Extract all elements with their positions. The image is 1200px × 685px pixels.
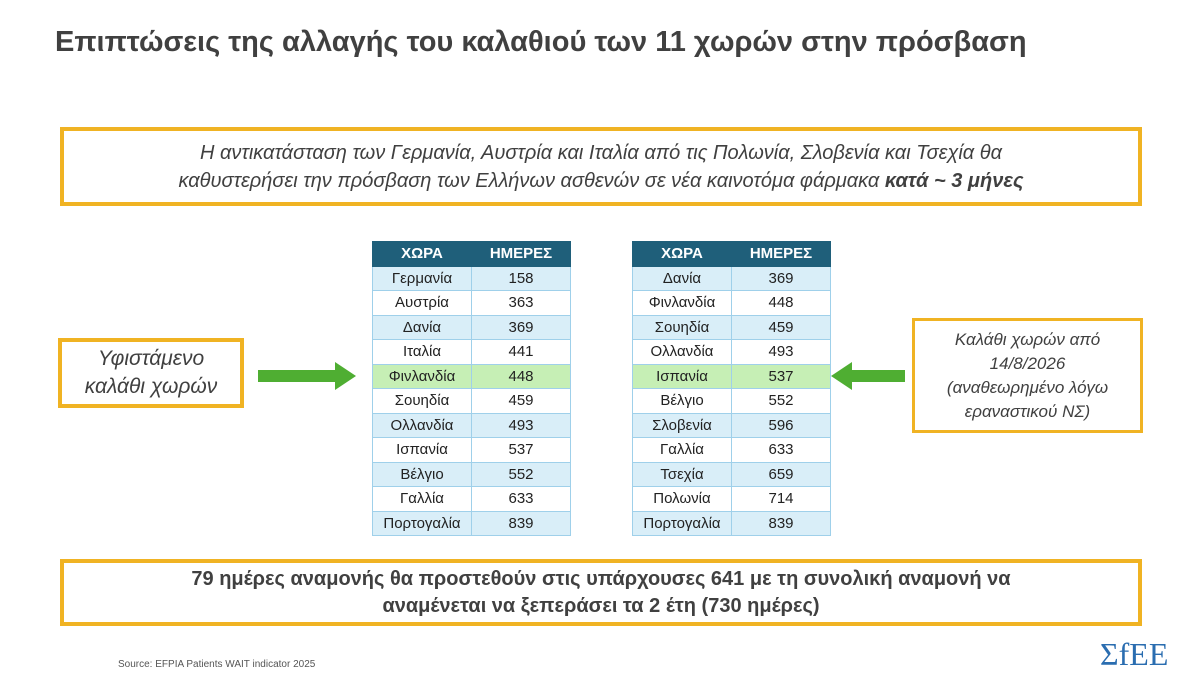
- table: ΧΩΡΑ ΗΜΕΡΕΣ Δανία 369 Φινλανδία 448 Σουηδία 459…: [632, 241, 831, 536]
- arrow: [831, 362, 905, 390]
- bold-text: κατά ~ 3 μήνες: [884, 169, 1024, 192]
- row: Δανία 369: [632, 265, 831, 291]
- text-line: 79 ημέρες αναμονής θα προστεθούν στις υπ…: [191, 567, 1011, 590]
- cell: Φινλανδία: [372, 363, 472, 389]
- cell: Γερμανία: [372, 265, 472, 291]
- cell: Πορτογαλία: [372, 510, 472, 536]
- row: Σλοβενία 596: [632, 412, 831, 438]
- row: Σουηδία 459: [632, 314, 831, 340]
- cell: Δανία: [372, 314, 472, 340]
- cell: 633: [471, 486, 571, 512]
- text: καθυστερήσει την πρόσβαση των Ελλήνων ασ…: [178, 169, 880, 192]
- cell: Σουηδία: [632, 314, 732, 340]
- cell: 552: [731, 388, 831, 414]
- row: Φινλανδία 448: [372, 363, 571, 389]
- cell: Ισπανία: [632, 363, 732, 389]
- cell: Φινλανδία: [632, 290, 732, 316]
- cell: 633: [731, 437, 831, 463]
- cell: 552: [471, 461, 571, 487]
- row: Πολωνία 714: [632, 486, 831, 512]
- text-line: εραναστικού ΝΣ): [964, 401, 1091, 421]
- cell: 448: [471, 363, 571, 389]
- header-cell: ΧΩΡΑ: [372, 241, 472, 267]
- cell: Πορτογαλία: [632, 510, 732, 536]
- cell: Βέλγιο: [372, 461, 472, 487]
- cell: 839: [471, 510, 571, 536]
- row: Ολλανδία 493: [372, 412, 571, 438]
- row: Πορτογαλία 839: [372, 510, 571, 536]
- row: Βέλγιο 552: [372, 461, 571, 487]
- cell: Πολωνία: [632, 486, 732, 512]
- cell: Γαλλία: [372, 486, 472, 512]
- cell: 441: [471, 339, 571, 365]
- table: ΧΩΡΑ ΗΜΕΡΕΣ Γερμανία 158 Αυστρία 363 Δανία 369 Ι…: [372, 241, 571, 536]
- left-label: Υφιστάμενο καλάθι χωρών: [58, 338, 244, 408]
- cell: 493: [471, 412, 571, 438]
- row: Σουηδία 459: [372, 388, 571, 414]
- cell: Ολλανδία: [372, 412, 472, 438]
- cell: Σλοβενία: [632, 412, 732, 438]
- header-cell: ΗΜΕΡΕΣ: [731, 241, 831, 267]
- right-label: Καλάθι χωρών από 14/8/2026 (αναθεωρημένο…: [912, 318, 1143, 433]
- header-row: ΧΩΡΑ ΗΜΕΡΕΣ: [372, 241, 571, 267]
- cell: Αυστρία: [372, 290, 472, 316]
- source: Source: EFPIA Patients WAIT indicator 20…: [118, 659, 316, 670]
- cell: 714: [731, 486, 831, 512]
- text-line: Καλάθι χωρών από: [954, 329, 1101, 349]
- text-line: καλάθι χωρών: [84, 375, 218, 398]
- cell: 448: [731, 290, 831, 316]
- cell: Δανία: [632, 265, 732, 291]
- cell: Ιταλία: [372, 339, 472, 365]
- row: Αυστρία 363: [372, 290, 571, 316]
- cell: Βέλγιο: [632, 388, 732, 414]
- header-cell: ΧΩΡΑ: [632, 241, 732, 267]
- arrow: [258, 362, 356, 390]
- cell: Γαλλία: [632, 437, 732, 463]
- text-line: Υφιστάμενο: [97, 347, 205, 370]
- cell: 659: [731, 461, 831, 487]
- cell: Σουηδία: [372, 388, 472, 414]
- top-box: Η αντικατάσταση των Γερμανία, Αυστρία κα…: [60, 127, 1142, 206]
- cell: 369: [731, 265, 831, 291]
- cell: 158: [471, 265, 571, 291]
- cell: Ολλανδία: [632, 339, 732, 365]
- bottom-box: 79 ημέρες αναμονής θα προστεθούν στις υπ…: [60, 559, 1142, 626]
- row: Τσεχία 659: [632, 461, 831, 487]
- cell: 369: [471, 314, 571, 340]
- row: Βέλγιο 552: [632, 388, 831, 414]
- text-line: (αναθεωρημένο λόγω: [946, 377, 1109, 397]
- text-line: 14/8/2026: [989, 353, 1066, 373]
- title: Επιπτώσεις της αλλαγής του καλαθιού των …: [55, 26, 1027, 58]
- cell: 596: [731, 412, 831, 438]
- row: Ισπανία 537: [372, 437, 571, 463]
- cell: 459: [731, 314, 831, 340]
- header-row: ΧΩΡΑ ΗΜΕΡΕΣ: [632, 241, 831, 267]
- header-cell: ΗΜΕΡΕΣ: [471, 241, 571, 267]
- cell: Τσεχία: [632, 461, 732, 487]
- row: Ολλανδία 493: [632, 339, 831, 365]
- row: Πορτογαλία 839: [632, 510, 831, 536]
- row: Ιταλία 441: [372, 339, 571, 365]
- logo: ΣfEE: [1100, 636, 1169, 672]
- cell: 537: [471, 437, 571, 463]
- text-line: αναμένεται να ξεπεράσει τα 2 έτη (730 ημ…: [382, 594, 820, 617]
- row: Δανία 369: [372, 314, 571, 340]
- cell: 363: [471, 290, 571, 316]
- cell: 493: [731, 339, 831, 365]
- text-line: καθυστερήσει την πρόσβαση των Ελλήνων ασ…: [178, 167, 1023, 195]
- row: Ισπανία 537: [632, 363, 831, 389]
- cell: Ισπανία: [372, 437, 472, 463]
- text-line: Η αντικατάσταση των Γερμανία, Αυστρία κα…: [199, 141, 1003, 164]
- cell: 459: [471, 388, 571, 414]
- cell: 839: [731, 510, 831, 536]
- row: Γερμανία 158: [372, 265, 571, 291]
- row: Γαλλία 633: [632, 437, 831, 463]
- row: Φινλανδία 448: [632, 290, 831, 316]
- cell: 537: [731, 363, 831, 389]
- row: Γαλλία 633: [372, 486, 571, 512]
